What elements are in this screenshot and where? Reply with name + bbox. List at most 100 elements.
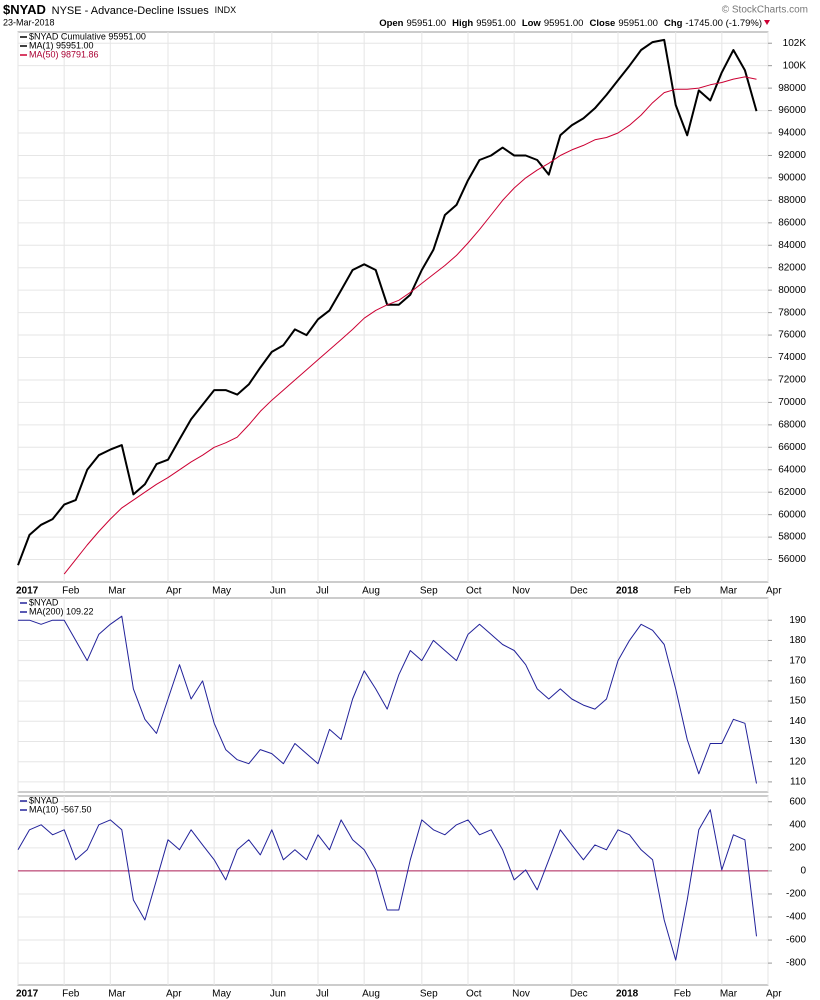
date: 23-Mar-2018 xyxy=(3,17,55,27)
x-tick-label: Nov xyxy=(512,586,530,597)
quote-value: -1745.00 (-1.79%) xyxy=(685,18,762,29)
legend-label: $NYAD xyxy=(29,795,59,805)
y-tick-label: -400 xyxy=(786,912,806,923)
x-tick-label: Apr xyxy=(766,989,782,1000)
y-tick-label: 88000 xyxy=(778,195,806,206)
y-tick-label: 82000 xyxy=(778,262,806,273)
x-tick-label: Feb xyxy=(62,586,80,597)
x-tick-label: Nov xyxy=(512,989,530,1000)
quote-label: Low xyxy=(522,18,542,29)
y-tick-label: 180 xyxy=(789,635,806,646)
y-tick-label: 102K xyxy=(783,38,807,49)
y-tick-label: 96000 xyxy=(778,105,806,116)
legend-label: MA(50) 98791.86 xyxy=(29,49,99,59)
x-tick-label: 2017 xyxy=(16,989,39,1000)
x-tick-label: May xyxy=(212,586,231,597)
x-tick-label: 2017 xyxy=(16,586,39,597)
y-tick-label: 78000 xyxy=(778,307,806,318)
x-tick-label: Apr xyxy=(766,586,782,597)
quote-label: Open xyxy=(379,18,403,29)
x-tick-label: Mar xyxy=(108,586,126,597)
y-tick-label: 70000 xyxy=(778,397,806,408)
x-tick-label: Jul xyxy=(316,989,329,1000)
legend-label: MA(1) 95951.00 xyxy=(29,40,94,50)
quote-value: 95951.00 xyxy=(476,18,516,29)
y-tick-label: 64000 xyxy=(778,464,806,475)
y-tick-label: 58000 xyxy=(778,532,806,543)
y-tick-label: 600 xyxy=(789,796,806,807)
y-tick-label: 400 xyxy=(789,819,806,830)
y-tick-label: 0 xyxy=(800,866,806,877)
header-line-1: $NYAD NYSE - Advance-Decline Issues INDX xyxy=(3,2,236,17)
series-line xyxy=(63,76,757,575)
y-tick-label: 92000 xyxy=(778,150,806,161)
x-tick-label: Jul xyxy=(316,586,329,597)
y-tick-label: 140 xyxy=(789,716,806,727)
series-line xyxy=(18,615,757,784)
quote-value: 95951.00 xyxy=(406,18,446,29)
x-tick-label: Dec xyxy=(570,989,588,1000)
plot-frame xyxy=(17,597,769,793)
x-tick-label: Feb xyxy=(62,989,80,1000)
x-tick-label: Sep xyxy=(420,989,438,1000)
legend-label: $NYAD Cumulative 95951.00 xyxy=(29,31,146,41)
y-tick-label: 98000 xyxy=(778,83,806,94)
quote: Open 95951.00 High 95951.00 Low 95951.00 Close… xyxy=(379,18,762,29)
quote-label: High xyxy=(452,18,473,29)
series-line xyxy=(17,809,757,961)
x-tick-label: Aug xyxy=(362,586,380,597)
credit: © StockCharts.com xyxy=(722,5,808,16)
plot-frame xyxy=(17,795,769,986)
legend-label: $NYAD xyxy=(29,597,59,607)
quote-value: 95951.00 xyxy=(544,18,584,29)
y-tick-label: 66000 xyxy=(778,442,806,453)
x-tick-label: Mar xyxy=(720,989,738,1000)
x-tick-label: Oct xyxy=(466,989,482,1000)
y-tick-label: 90000 xyxy=(778,173,806,184)
y-tick-label: 94000 xyxy=(778,128,806,139)
quote-label: Chg xyxy=(664,18,683,29)
y-tick-label: 100K xyxy=(783,60,807,71)
y-tick-label: 72000 xyxy=(778,375,806,386)
x-tick-label: May xyxy=(212,989,231,1000)
y-tick-label: 74000 xyxy=(778,352,806,363)
y-tick-label: 84000 xyxy=(778,240,806,251)
x-tick-label: Oct xyxy=(466,586,482,597)
quote-value: 95951.00 xyxy=(618,18,658,29)
x-tick-label: Jun xyxy=(270,586,286,597)
y-tick-label: -600 xyxy=(786,935,806,946)
y-tick-label: 76000 xyxy=(778,330,806,341)
x-tick-label: Mar xyxy=(108,989,126,1000)
y-tick-label: 190 xyxy=(789,615,806,626)
exchange: INDX xyxy=(215,5,237,15)
symbol: $NYAD xyxy=(3,2,46,17)
y-tick-label: 86000 xyxy=(778,217,806,228)
y-tick-label: -800 xyxy=(786,958,806,969)
x-tick-label: Sep xyxy=(420,586,438,597)
y-tick-label: 130 xyxy=(789,736,806,747)
y-tick-label: 56000 xyxy=(778,554,806,565)
y-tick-label: 80000 xyxy=(778,285,806,296)
x-tick-label: 2018 xyxy=(616,989,639,1000)
y-tick-label: 62000 xyxy=(778,487,806,498)
quote-label: Close xyxy=(589,18,615,29)
y-tick-label: 110 xyxy=(790,777,806,788)
y-tick-label: 150 xyxy=(789,696,806,707)
y-tick-label: 120 xyxy=(789,756,806,767)
plot-frame xyxy=(17,31,769,583)
x-tick-label: Dec xyxy=(570,586,588,597)
security-name: NYSE - Advance-Decline Issues xyxy=(52,5,210,17)
x-tick-label: Feb xyxy=(674,586,692,597)
x-tick-label: Feb xyxy=(674,989,692,1000)
legend-label: MA(200) 109.22 xyxy=(29,606,94,616)
y-tick-label: -200 xyxy=(786,889,806,900)
x-tick-label: Mar xyxy=(720,586,738,597)
y-tick-label: 200 xyxy=(789,843,806,854)
x-tick-label: 2018 xyxy=(616,586,639,597)
x-tick-label: Jun xyxy=(270,989,286,1000)
legend-label: MA(10) -567.50 xyxy=(29,804,92,814)
y-tick-label: 170 xyxy=(789,655,806,666)
down-arrow xyxy=(764,20,770,25)
x-tick-label: Apr xyxy=(166,586,182,597)
